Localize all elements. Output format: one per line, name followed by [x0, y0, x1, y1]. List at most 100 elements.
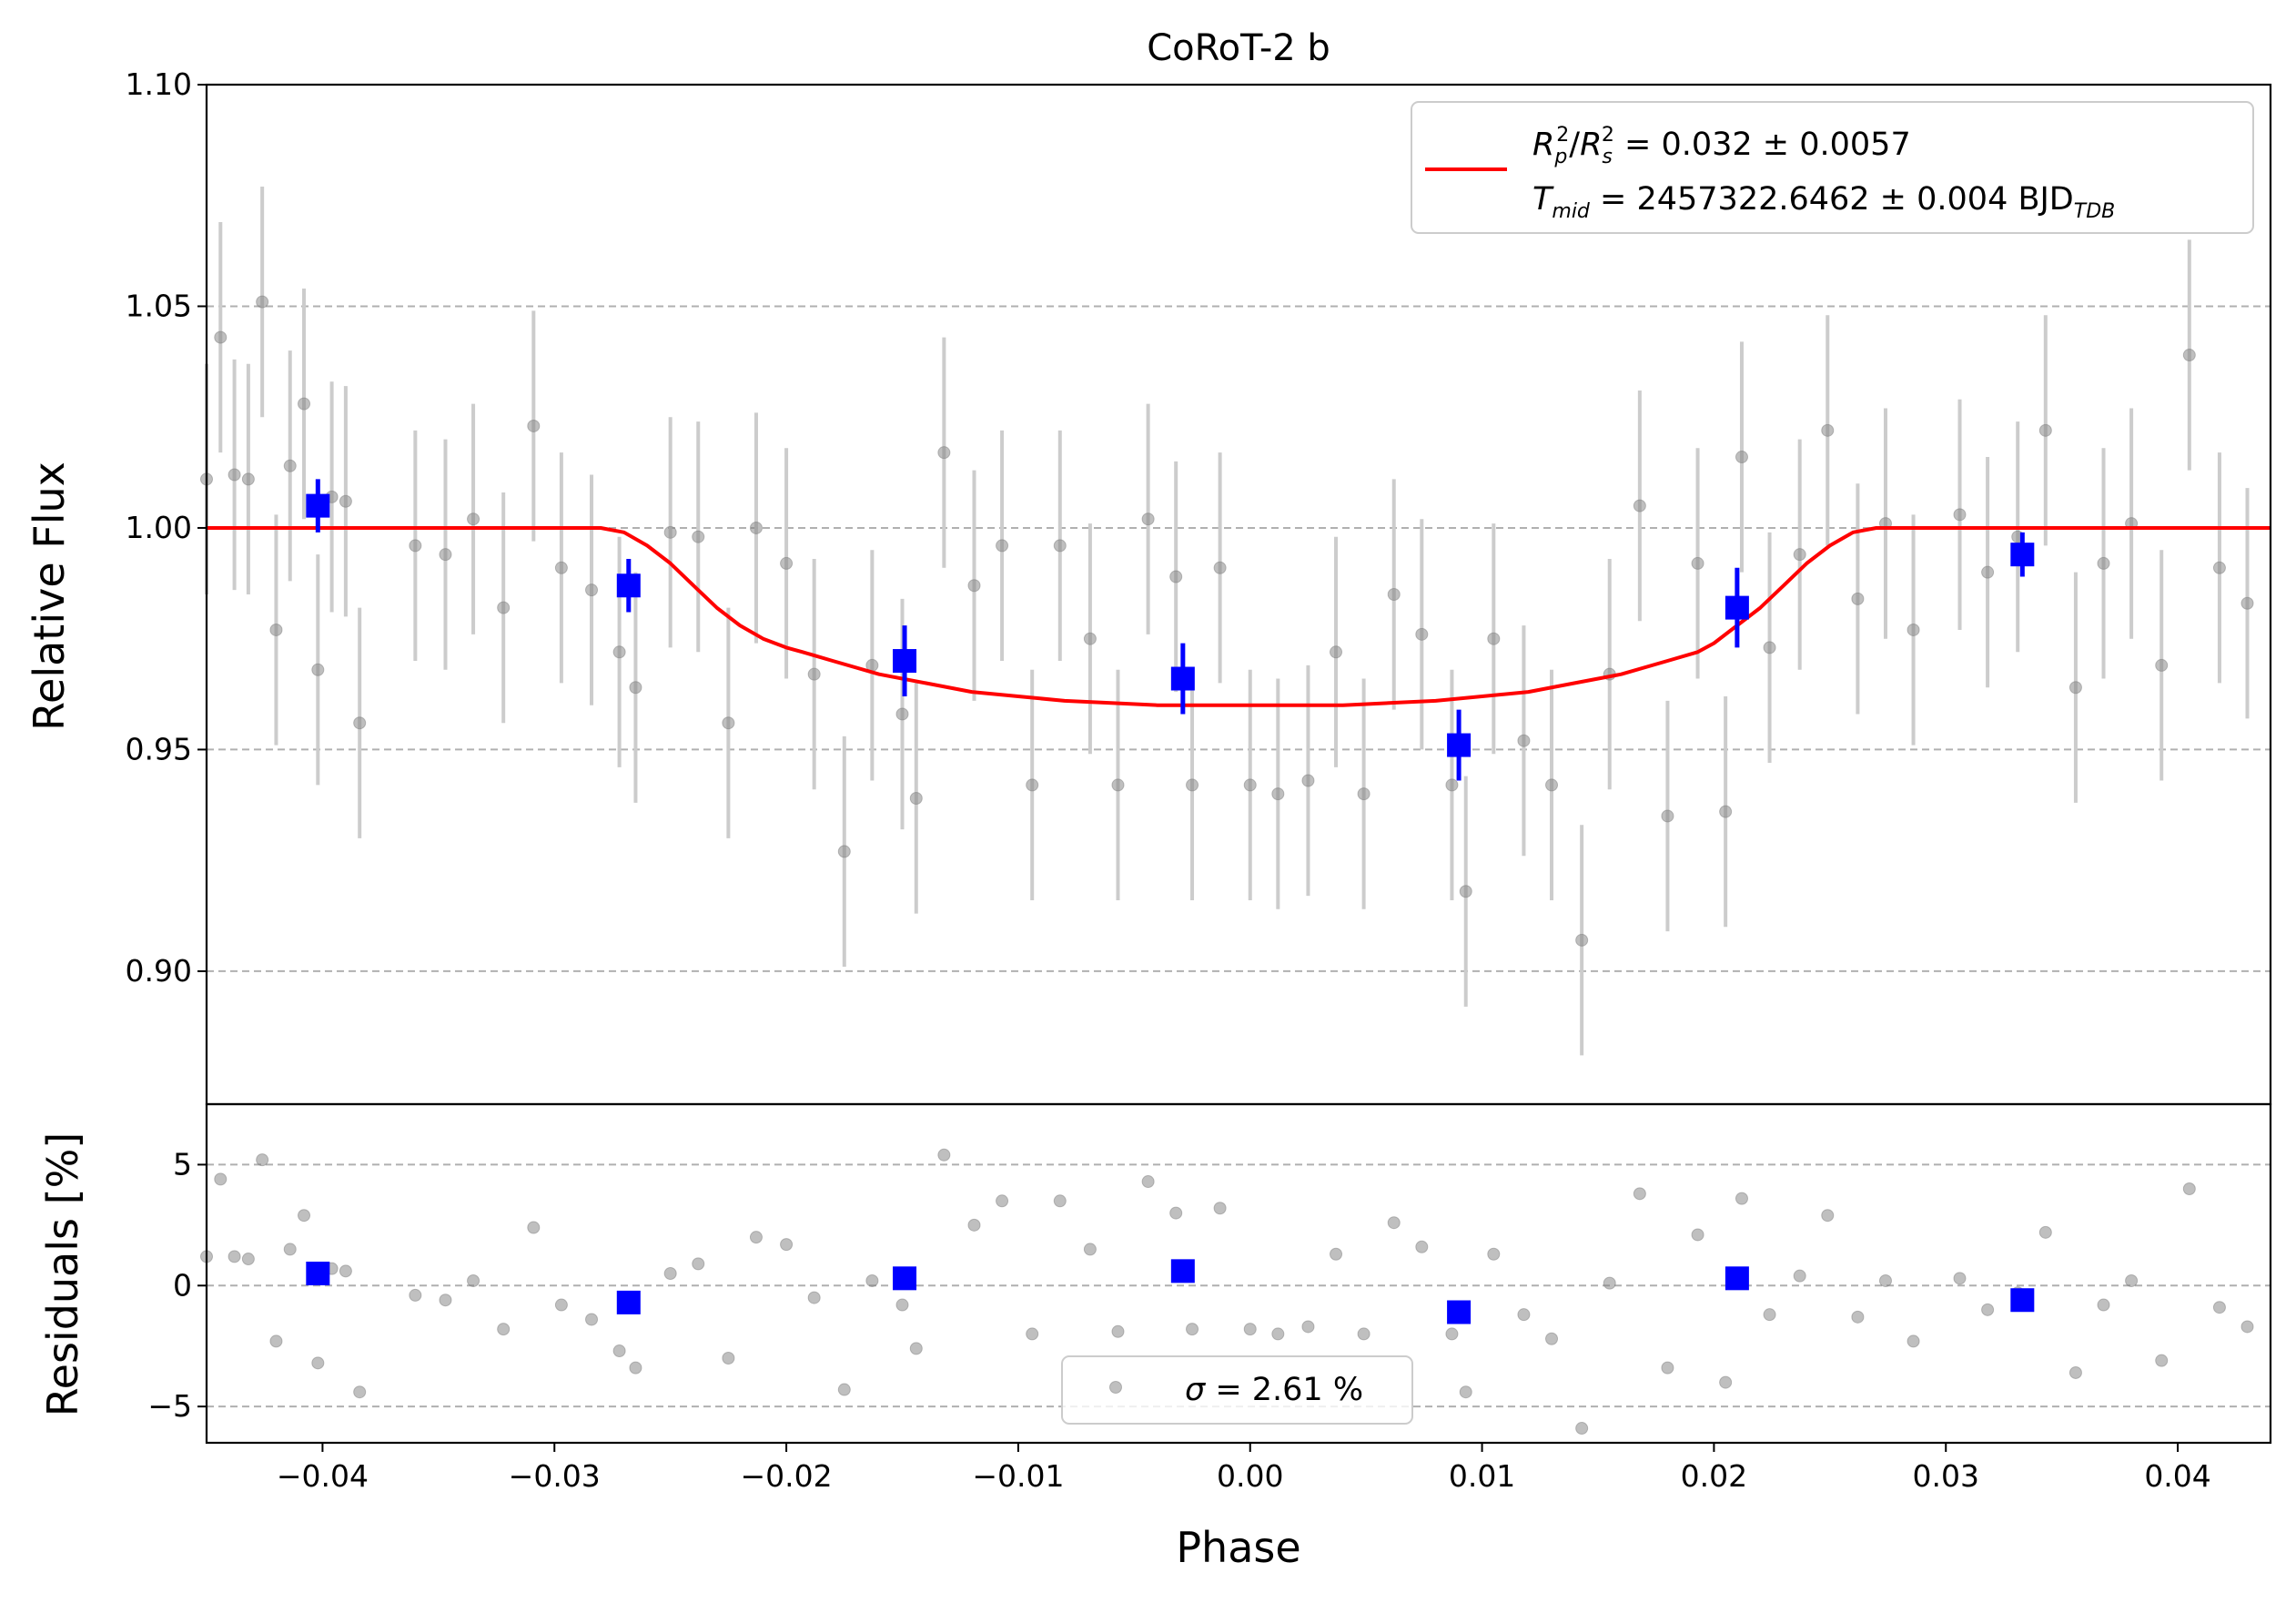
legend-fit-tmid: Tmid = 2457322.6462 ± 0.004 BJDTDB	[1532, 181, 2115, 223]
residual-data-point	[1545, 1332, 1559, 1345]
flux-data-point	[298, 397, 311, 411]
legend-fit-depth: Rp2/Rs2 = 0.032 ± 0.0057	[1532, 124, 1911, 168]
residual-data-point	[1141, 1175, 1155, 1189]
residual-data-point	[2038, 1225, 2052, 1239]
flux-data-point	[1330, 645, 1343, 659]
residual-data-point	[909, 1342, 923, 1355]
residual-data-point	[1111, 1324, 1125, 1338]
flux-data-point	[1851, 592, 1865, 605]
residual-data-point	[1851, 1310, 1865, 1324]
flux-data-point	[780, 556, 794, 570]
flux-data-point	[1459, 885, 1472, 898]
legend-fit: Rp2/Rs2 = 0.032 ± 0.0057 Tmid = 2457322.…	[1411, 101, 2254, 234]
residual-data-point	[749, 1231, 763, 1244]
binned-point	[1447, 733, 1472, 757]
residual-data-point	[1575, 1422, 1589, 1436]
residual-data-point	[1603, 1276, 1616, 1290]
x-tick-label: 0.02	[1681, 1458, 1747, 1494]
residual-data-point	[2068, 1365, 2082, 1379]
residual-data-point	[722, 1352, 735, 1365]
residual-data-point	[1459, 1385, 1472, 1399]
residuals-panel-frame	[205, 1102, 2272, 1445]
binned-point	[306, 493, 330, 518]
flux-y-tick-label: 1.00	[126, 510, 192, 545]
flux-data-point	[1633, 499, 1646, 512]
chart-title: CoRoT-2 b	[1147, 27, 1330, 69]
flux-data-point	[467, 512, 480, 526]
residual-binned-point	[893, 1266, 917, 1291]
residual-binned-point	[1170, 1259, 1195, 1283]
flux-data-point	[629, 681, 642, 695]
flux-data-point	[1141, 512, 1155, 526]
flux-data-point	[585, 583, 599, 597]
residual-data-point	[807, 1291, 821, 1304]
flux-y-tick-label: 1.10	[126, 66, 192, 102]
flux-data-point	[1691, 556, 1704, 570]
x-tick-label: −0.04	[277, 1458, 369, 1494]
residual-data-point	[1083, 1243, 1097, 1256]
residual-data-point	[585, 1313, 599, 1326]
flux-y-tick-label: 1.05	[126, 288, 192, 323]
residual-data-point	[1953, 1272, 1967, 1285]
flux-data-point	[527, 419, 541, 432]
y-axis-label-flux: Relative Flux	[25, 462, 74, 731]
residual-data-point	[1026, 1327, 1039, 1341]
residual-data-point	[1981, 1303, 1995, 1316]
flux-data-point	[612, 645, 626, 659]
residual-binned-point	[306, 1262, 330, 1285]
residual-data-point	[228, 1250, 241, 1263]
flux-data-point	[1243, 778, 1257, 792]
flux-data-point	[311, 663, 325, 676]
residual-binned-point	[616, 1290, 641, 1314]
flux-data-point	[1083, 632, 1097, 645]
flux-y-tick-label: 0.90	[126, 953, 192, 989]
residual-data-point	[1301, 1320, 1315, 1334]
x-tick-label: 0.03	[1912, 1458, 1978, 1494]
residual-data-point	[837, 1383, 851, 1396]
flux-data-point	[1213, 561, 1227, 574]
residual-data-point	[1661, 1361, 1674, 1375]
flux-data-point	[228, 468, 241, 482]
flux-data-point	[256, 295, 269, 309]
residual-data-point	[1387, 1216, 1401, 1230]
flux-data-point	[1907, 623, 1920, 636]
legend-fit-box	[1411, 101, 2254, 234]
flux-data-point	[895, 707, 909, 721]
residual-data-point	[663, 1267, 677, 1280]
residual-data-point	[1053, 1194, 1067, 1208]
flux-data-point	[1357, 787, 1371, 801]
flux-data-point	[1271, 787, 1285, 801]
residual-y-tick-label: 5	[173, 1146, 192, 1182]
flux-data-point	[269, 623, 283, 636]
residual-data-point	[2212, 1301, 2226, 1314]
residual-data-point	[2097, 1298, 2110, 1312]
residual-y-tick-label: 0	[173, 1267, 192, 1303]
flux-data-point	[2212, 561, 2226, 574]
residual-data-point	[1793, 1269, 1806, 1283]
residual-data-point	[283, 1243, 297, 1256]
residual-y-tick-label: −5	[147, 1388, 192, 1424]
flux-data-point	[283, 459, 297, 472]
residual-data-point	[353, 1385, 367, 1399]
flux-data-point	[837, 845, 851, 858]
residuals-panel: −5 0 5 −0.04 −0.03 −0.02 −0.01 0.00 0.01 0.02 0.0…	[147, 1102, 2272, 1494]
residual-data-point	[409, 1288, 422, 1302]
residual-data-point	[1691, 1228, 1704, 1242]
flux-data-point	[1661, 809, 1674, 823]
flux-data-point	[339, 494, 352, 508]
residual-data-point	[1186, 1323, 1199, 1336]
residual-data-point	[1487, 1247, 1501, 1261]
flux-data-point	[214, 330, 228, 344]
flux-data-point	[937, 446, 951, 460]
residual-data-point	[311, 1356, 325, 1370]
flux-data-point	[1487, 632, 1501, 645]
residual-data-point	[629, 1361, 642, 1375]
flux-data-point	[2182, 349, 2196, 362]
x-tick-label: −0.02	[741, 1458, 833, 1494]
residual-data-point	[2125, 1273, 2139, 1287]
flux-data-point	[1793, 548, 1806, 562]
flux-data-point	[2097, 556, 2110, 570]
residual-data-point	[256, 1153, 269, 1167]
residual-data-point	[1633, 1187, 1646, 1201]
residual-data-point	[967, 1218, 981, 1232]
